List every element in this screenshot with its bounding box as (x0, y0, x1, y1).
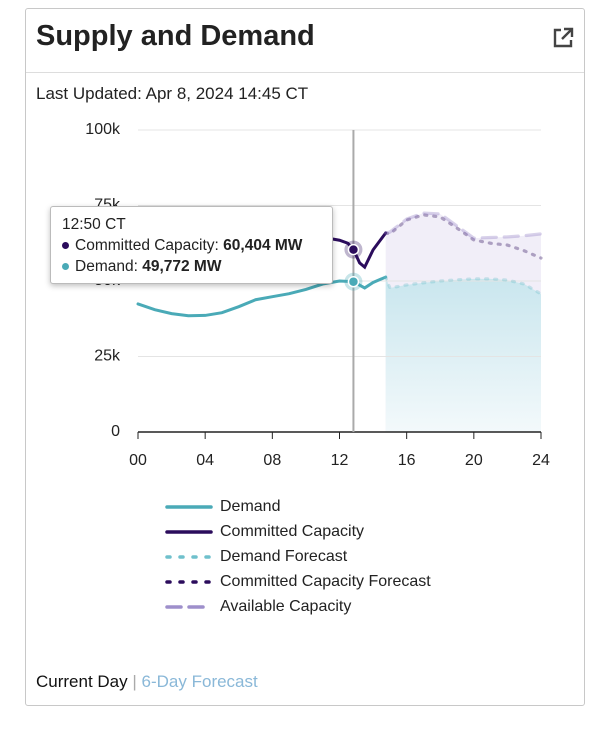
legend-label: Demand Forecast (220, 548, 348, 565)
legend-label: Demand (220, 498, 280, 515)
tooltip-title: 12:50 CT (62, 216, 126, 233)
forecast-link[interactable]: 6-Day Forecast (141, 672, 258, 691)
last-updated: Last Updated: Apr 8, 2024 14:45 CT (36, 84, 309, 103)
tooltip-label: Committed Capacity: (75, 237, 219, 254)
footer: Current Day | 6-Day Forecast (36, 672, 258, 692)
x-tick-label: 04 (196, 452, 214, 469)
card (25, 8, 585, 706)
x-tick-label: 00 (129, 452, 147, 469)
tooltip-value: 49,772 MW (142, 258, 222, 275)
series-line (384, 275, 543, 296)
divider (26, 72, 584, 73)
hover-marker-dot (347, 243, 360, 256)
tooltip-row: Demand: 49,772 MW (62, 256, 321, 277)
y-tick-label: 25k (94, 348, 121, 365)
current-day[interactable]: Current Day (36, 672, 128, 691)
tooltip-value: 60,404 MW (223, 237, 303, 254)
tooltip-dot (62, 242, 69, 250)
tooltip: 12:50 CT Committed Capacity: 60,404 MW D… (50, 206, 333, 284)
x-tick-label: 24 (532, 452, 550, 469)
legend-label: Available Capacity (220, 598, 351, 615)
series-line (384, 213, 543, 260)
tooltip-label: Demand: (75, 258, 138, 275)
x-tick-label: 08 (263, 452, 281, 469)
series-line (384, 211, 543, 240)
legend-label: Committed Capacity Forecast (220, 573, 431, 590)
legend-label: Committed Capacity (220, 523, 364, 540)
area (385, 277, 541, 432)
hover-marker-dot (347, 275, 360, 288)
separator: | (132, 672, 137, 691)
tooltip-row: Committed Capacity: 60,404 MW (62, 235, 321, 256)
y-tick-label: 0 (111, 423, 120, 440)
series-line (329, 231, 388, 270)
x-tick-label: 20 (465, 452, 483, 469)
x-tick-label: 12 (331, 452, 349, 469)
tooltip-dot (62, 263, 69, 271)
external-link-icon[interactable] (552, 27, 574, 49)
title: Supply and Demand (36, 20, 315, 52)
x-tick-label: 16 (398, 452, 416, 469)
y-tick-label: 100k (85, 121, 121, 138)
